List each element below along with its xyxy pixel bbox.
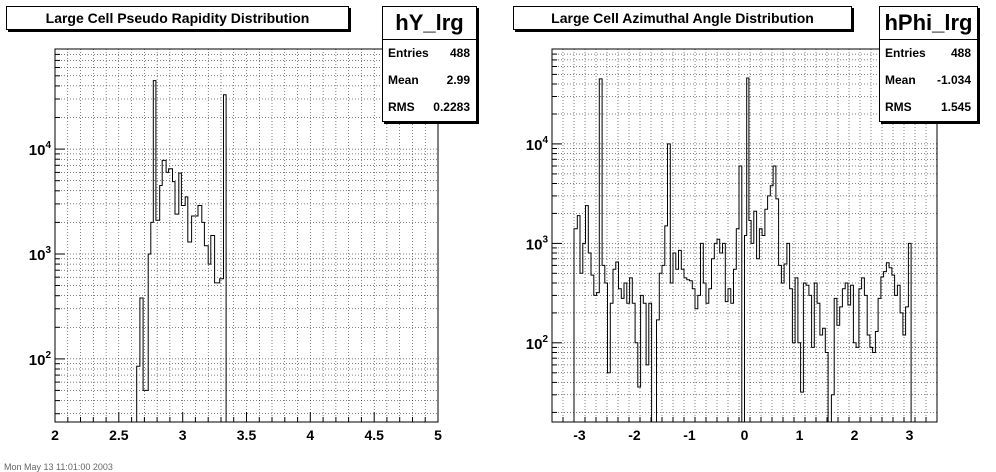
chart-title: Large Cell Pseudo Rapidity Distribution (6, 6, 349, 30)
x-tick-label: -2 (628, 427, 641, 443)
stats-row-rms: RMS 1.545 (880, 94, 977, 121)
stats-row-entries: Entries 488 (383, 40, 476, 67)
footer-timestamp: Mon May 13 11:01:00 2003 (4, 462, 113, 472)
x-tick-label: 5 (434, 427, 442, 443)
stats-box: hPhi_lrg Entries 488 Mean -1.034 RMS 1.5… (879, 6, 978, 122)
x-tick-label: 4.5 (364, 427, 384, 443)
pseudo-rapidity-histogram: 2 2.5 3 3.5 4 4.5 5 102 103 104 (29, 48, 442, 443)
x-tick-label: 2 (51, 427, 59, 443)
grid (55, 49, 438, 422)
stats-row-rms: RMS 0.2283 (383, 94, 476, 121)
stats-value: 488 (449, 46, 470, 60)
x-tick-label: 2 (851, 427, 859, 443)
x-tick-label: 2.5 (109, 427, 129, 443)
stats-label: Mean (885, 73, 916, 87)
stats-value: -1.034 (936, 73, 971, 87)
stats-label: RMS (885, 100, 912, 114)
stats-histogram-name: hPhi_lrg (880, 7, 977, 40)
stats-histogram-name: hY_lrg (383, 7, 476, 40)
stats-value: 2.99 (446, 73, 470, 87)
histogram-line (136, 80, 227, 422)
x-tick-label: -3 (573, 427, 586, 443)
y-tick-label: 104 (29, 140, 52, 159)
x-tick-label: 3 (179, 427, 187, 443)
x-tick-label: 4 (306, 427, 314, 443)
stats-label: Entries (885, 46, 926, 60)
x-tick-label: 3 (906, 427, 914, 443)
y-tick-label: 102 (526, 334, 549, 353)
stats-label: Entries (388, 46, 429, 60)
histogram-line (573, 77, 912, 423)
stats-label: RMS (388, 100, 415, 114)
chart-title: Large Cell Azimuthal Angle Distribution (513, 6, 852, 30)
left-histogram-panel: 2 2.5 3 3.5 4 4.5 5 102 103 104 Large Cell Pseudo… (6, 6, 477, 443)
x-tick-label: 1 (796, 427, 804, 443)
stats-value: 1.545 (940, 100, 971, 114)
stats-box: hY_lrg Entries 488 Mean 2.99 RMS 0.2283 (382, 6, 477, 122)
y-tick-label: 103 (29, 245, 52, 264)
stats-value: 488 (950, 46, 971, 60)
stats-row-entries: Entries 488 (880, 40, 977, 67)
right-histogram-panel: -3 -2 -1 0 1 2 3 102 103 104 Large Cell Azimuthal… (498, 0, 996, 472)
y-tick-label: 103 (526, 234, 549, 253)
stats-label: Mean (388, 73, 419, 87)
x-tick-label: -1 (683, 427, 696, 443)
stats-value: 0.2283 (433, 100, 470, 114)
stats-row-mean: Mean 2.99 (383, 67, 476, 94)
stats-row-mean: Mean -1.034 (880, 67, 977, 94)
x-tick-label: 0 (741, 427, 749, 443)
azimuthal-angle-histogram: -3 -2 -1 0 1 2 3 102 103 104 (526, 48, 938, 443)
y-tick-label: 102 (29, 350, 52, 369)
x-tick-label: 3.5 (237, 427, 257, 443)
y-tick-label: 104 (526, 135, 549, 154)
